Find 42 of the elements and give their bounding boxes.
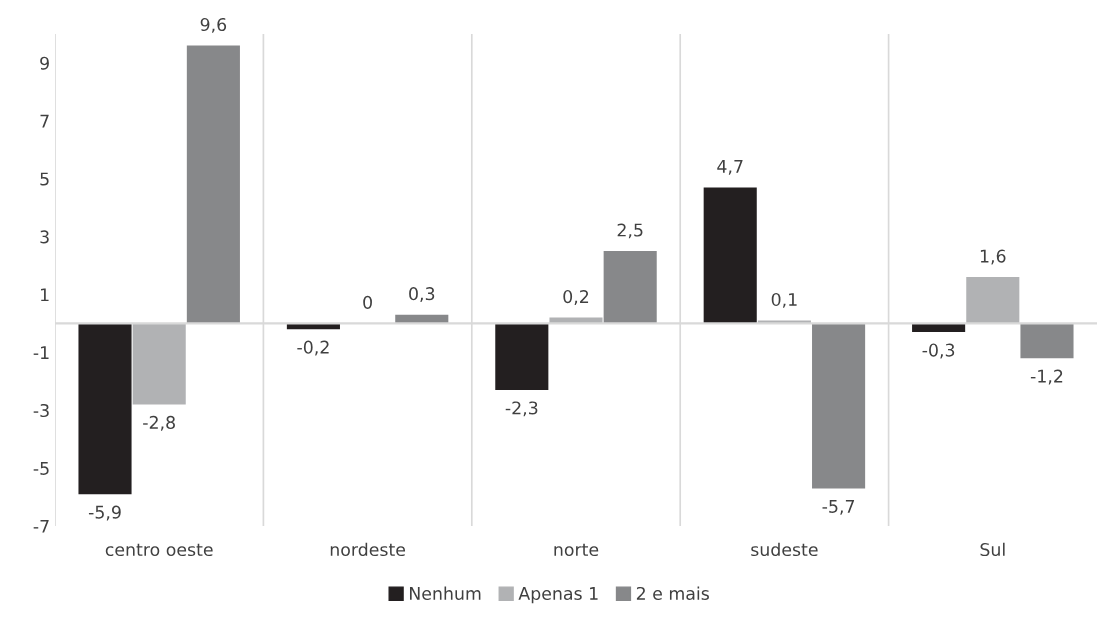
data-label: -2,8 bbox=[143, 415, 175, 431]
data-label: 0,2 bbox=[563, 290, 589, 305]
y-tick-label: 1 bbox=[41, 288, 49, 302]
legend-label: Apenas 1 bbox=[518, 587, 598, 604]
x-tick-label: Sul bbox=[980, 542, 1005, 557]
data-label: -5,9 bbox=[88, 505, 121, 521]
bar bbox=[78, 323, 132, 495]
bar bbox=[132, 323, 186, 405]
x-tick-label: nordeste bbox=[330, 542, 406, 557]
data-label: -0,2 bbox=[297, 340, 329, 356]
data-label: -0,3 bbox=[922, 343, 955, 359]
data-label: 0,3 bbox=[409, 287, 435, 303]
y-tick-label: -1 bbox=[33, 346, 49, 359]
bar bbox=[966, 277, 1020, 324]
data-label: 4,7 bbox=[717, 160, 743, 175]
x-tick-label: norte bbox=[554, 543, 599, 557]
bar bbox=[812, 323, 866, 489]
y-tick-label: 3 bbox=[40, 230, 49, 244]
data-label: 2,5 bbox=[617, 223, 643, 239]
data-label: 9,6 bbox=[200, 17, 227, 33]
bar bbox=[495, 323, 549, 390]
data-label: 0 bbox=[363, 295, 372, 309]
y-tick-label: -3 bbox=[33, 403, 49, 418]
y-tick-label: 7 bbox=[40, 114, 49, 128]
data-label: -1,2 bbox=[1030, 369, 1063, 385]
data-label: -2,3 bbox=[505, 401, 538, 417]
data-label: 0,1 bbox=[771, 292, 797, 308]
x-tick-label: centro oeste bbox=[105, 543, 213, 557]
bar bbox=[1020, 323, 1074, 359]
y-tick-label: -7 bbox=[33, 519, 49, 533]
bar bbox=[912, 323, 966, 333]
y-tick-label: 5 bbox=[40, 172, 49, 186]
legend-label: Nenhum bbox=[409, 586, 481, 601]
legend-label: 2 e mais bbox=[636, 586, 709, 601]
y-tick-label: 9 bbox=[40, 56, 49, 70]
y-tick-label: -5 bbox=[33, 462, 49, 475]
bar bbox=[186, 45, 240, 324]
bar bbox=[603, 251, 657, 324]
data-label: -5,7 bbox=[822, 500, 855, 515]
data-label: 1,6 bbox=[980, 249, 1006, 265]
x-tick-label: sudeste bbox=[751, 542, 818, 557]
bar bbox=[703, 187, 757, 324]
